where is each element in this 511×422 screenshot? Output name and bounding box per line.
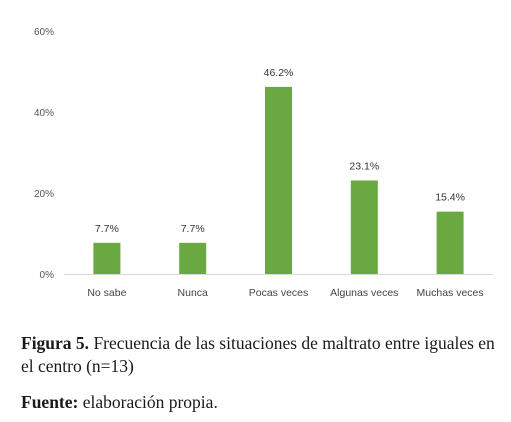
data-label: 7.7% [181,223,205,235]
figure-caption: Figura 5. Frecuencia de las situaciones … [21,332,501,378]
bar [436,211,464,274]
source-caption-label: Fuente: [21,392,79,412]
bar-chart: 0% 20% 40% 60% 7.7% 7.7% 46.2% 23.1% 15.4% No s… [34,27,493,299]
category-label: Muchas veces [417,287,484,299]
figure-caption-label: Figura 5. [21,333,90,353]
data-label: 23.1% [349,160,379,172]
data-label: 15.4% [435,192,465,204]
bar [265,86,292,274]
bar [179,242,207,274]
data-label: 7.7% [95,223,119,235]
y-tick-label: 20% [34,189,54,200]
y-tick-label: 40% [34,108,54,119]
bar [93,242,121,274]
source-caption-text: elaboración propia. [82,392,218,412]
figure-caption-text: Frecuencia de las situaciones de maltrat… [21,333,495,376]
y-axis-ticks: 0% 20% 40% 60% [34,27,54,281]
category-label: Pocas veces [249,287,309,299]
data-labels: 7.7% 7.7% 46.2% 23.1% 15.4% [95,67,465,235]
category-labels: No sabe Nunca Pocas veces Algunas veces Much… [87,287,483,299]
category-label: Nunca [178,287,209,299]
bars [93,86,464,274]
y-tick-label: 60% [34,27,54,38]
data-label: 46.2% [264,67,294,79]
category-label: No sabe [87,287,126,299]
bar [350,180,378,274]
source-caption: Fuente: elaboración propia. [21,391,501,414]
category-label: Algunas veces [330,287,398,299]
y-tick-label: 0% [40,270,55,281]
